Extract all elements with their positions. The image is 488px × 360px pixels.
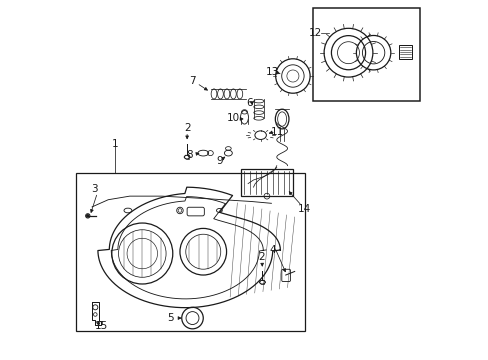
Text: 10: 10	[226, 113, 239, 123]
Text: 11: 11	[271, 127, 284, 136]
Text: 12: 12	[308, 28, 321, 38]
Text: 4: 4	[269, 245, 276, 255]
Bar	[76, 173, 305, 330]
Text: 1: 1	[112, 139, 119, 149]
Text: 14: 14	[298, 204, 311, 215]
Bar	[312, 8, 419, 101]
Text: 3: 3	[91, 184, 98, 194]
Text: 9: 9	[216, 156, 222, 166]
Text: 2: 2	[183, 123, 190, 133]
Circle shape	[86, 215, 89, 217]
Text: 13: 13	[265, 67, 278, 77]
Text: 2: 2	[258, 252, 264, 262]
Bar	[398, 45, 411, 59]
Text: 5: 5	[167, 313, 174, 323]
Text: 7: 7	[189, 76, 195, 86]
Text: 8: 8	[186, 150, 193, 160]
Bar	[241, 169, 292, 196]
Text: 15: 15	[95, 321, 108, 331]
Text: 6: 6	[246, 98, 253, 108]
